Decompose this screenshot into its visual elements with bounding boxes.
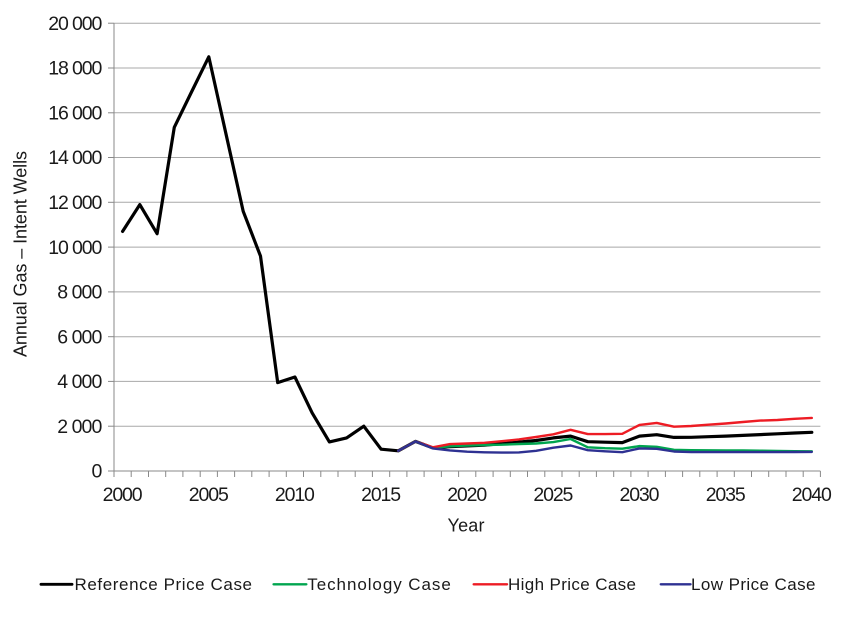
svg-text:4 000: 4 000 — [57, 371, 102, 393]
svg-text:Low Price Case: Low Price Case — [691, 575, 816, 594]
svg-text:2035: 2035 — [706, 484, 746, 506]
svg-text:2000: 2000 — [103, 484, 143, 506]
svg-text:2010: 2010 — [275, 484, 315, 506]
svg-text:2025: 2025 — [533, 484, 573, 506]
svg-text:Year: Year — [448, 516, 485, 536]
svg-text:2030: 2030 — [620, 484, 660, 506]
svg-text:18 000: 18 000 — [48, 58, 102, 80]
svg-text:6 000: 6 000 — [57, 326, 102, 348]
svg-text:2005: 2005 — [189, 484, 229, 506]
svg-text:12 000: 12 000 — [48, 192, 102, 214]
svg-text:High Price Case: High Price Case — [508, 575, 636, 594]
svg-text:2015: 2015 — [361, 484, 401, 506]
svg-text:2020: 2020 — [447, 484, 487, 506]
svg-text:2 000: 2 000 — [57, 416, 102, 438]
svg-text:Annual Gas – Intent Wells: Annual Gas – Intent Wells — [11, 151, 31, 357]
svg-text:Reference Price Case: Reference Price Case — [75, 575, 253, 594]
svg-text:14 000: 14 000 — [48, 147, 102, 169]
svg-text:Technology Case: Technology Case — [307, 575, 451, 594]
svg-text:2040: 2040 — [792, 484, 832, 506]
svg-text:16 000: 16 000 — [48, 103, 102, 125]
svg-text:8 000: 8 000 — [57, 282, 102, 304]
svg-text:10 000: 10 000 — [48, 237, 102, 259]
svg-text:0: 0 — [91, 461, 102, 483]
svg-text:20 000: 20 000 — [48, 13, 102, 35]
